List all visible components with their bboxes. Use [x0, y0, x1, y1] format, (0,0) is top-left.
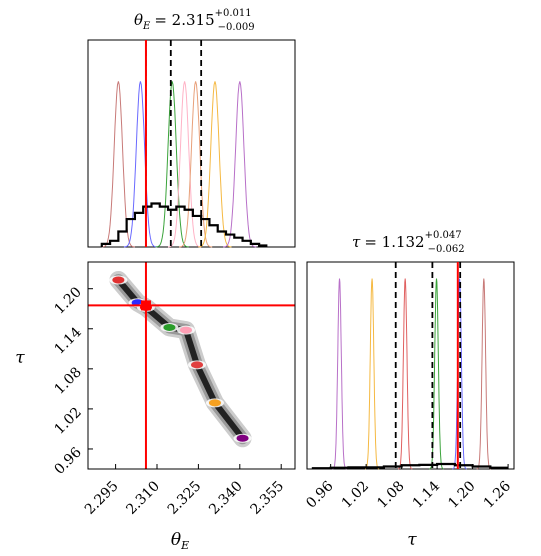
- tau-component-hist: [476, 278, 491, 470]
- tau-y-tick-label: 1.20: [51, 284, 84, 317]
- tau-y-tick-label: 0.96: [51, 444, 84, 477]
- tau-xlabel: τ: [407, 530, 417, 550]
- theta-component-hist: [101, 81, 135, 248]
- theta-combined-hist: [100, 202, 268, 247]
- theta-x-tick-label: 2.295: [82, 478, 122, 518]
- theta-x-tick-label: 2.340: [206, 478, 246, 518]
- theta-x-tick-label: 2.310: [123, 478, 163, 518]
- tau-ylabel: τ: [15, 348, 25, 368]
- theta-component-hist: [155, 81, 189, 248]
- theta-component-hist: [168, 81, 202, 248]
- theta-x-tick-label: 2.355: [248, 478, 288, 518]
- tau-title: τ = 1.132+0.047 −0.062: [352, 230, 465, 255]
- cluster-point: [179, 326, 192, 334]
- tau-component-hist: [398, 278, 413, 470]
- joint-frame: [87, 261, 296, 470]
- theta-hist-frame: [87, 39, 296, 248]
- truth-marker: [140, 300, 151, 311]
- theta-marginal-panel: [87, 39, 296, 248]
- theta-title: θE = 2.315+0.011 −0.009: [134, 8, 255, 33]
- tau-x-tick-label: 1.20: [445, 478, 478, 511]
- cluster-point: [208, 399, 221, 407]
- cluster-point: [163, 323, 176, 331]
- theta-component-hist: [179, 81, 213, 248]
- tau-x-tick-label: 1.08: [374, 478, 407, 511]
- tau-y-tick-label: 1.02: [51, 404, 84, 437]
- tau-x-tick-label: 0.96: [303, 478, 336, 511]
- theta-component-hist: [223, 81, 257, 248]
- joint-panel: 2.295 2.310 2.325 2.340 2.355 0.96 1.02 1.08 1.1…: [51, 261, 296, 518]
- theta-component-hist: [123, 81, 157, 248]
- tau-x-tick-label: 1.26: [481, 478, 514, 511]
- cluster-point: [112, 276, 125, 284]
- cluster-point: [236, 434, 249, 442]
- tau-x-tick-label: 1.02: [339, 478, 372, 511]
- tau-y-tick-label: 1.08: [51, 364, 84, 397]
- cluster-point: [191, 361, 204, 369]
- theta-component-hist: [198, 81, 232, 248]
- theta-xlabel: θE: [171, 530, 189, 552]
- tau-component-hist: [332, 278, 347, 470]
- tau-x-tick-label: 1.14: [410, 478, 443, 511]
- tau-marginal-panel: 0.96 1.02 1.08 1.14 1.20 1.26: [303, 261, 515, 512]
- theta-x-tick-label: 2.325: [165, 478, 205, 518]
- tau-y-tick-label: 1.14: [51, 324, 84, 357]
- tau-hist-frame: [306, 261, 515, 470]
- tau-component-hist: [365, 278, 380, 470]
